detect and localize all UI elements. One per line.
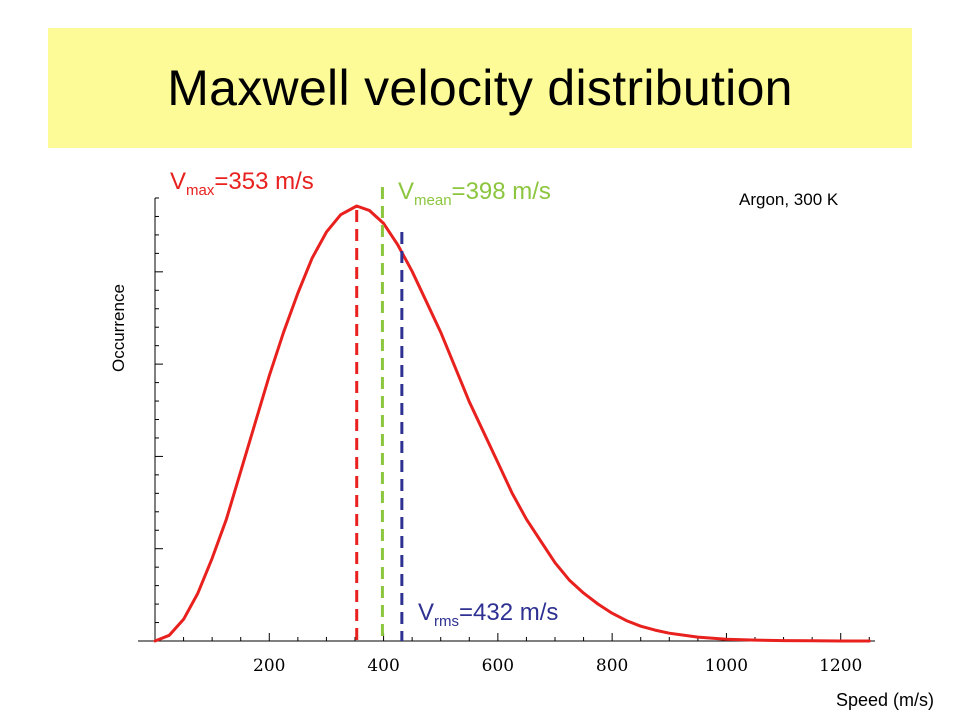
vmean-label-value: =398 m/s [451, 178, 551, 205]
title-band: Maxwell velocity distribution [48, 28, 912, 148]
vrms-label: Vrms=432 m/s [418, 599, 559, 630]
vmax-label-v: V [170, 168, 187, 195]
vmean-label-sub: mean [414, 192, 452, 209]
x-axis-label: Speed (m/s) [835, 690, 934, 710]
vmean-label-v: V [398, 178, 415, 205]
argon-annotation: Argon, 300 K [739, 190, 839, 209]
vrms-label-v: V [418, 599, 435, 626]
x-tick-label: 1200 [819, 656, 862, 676]
x-tick-label: 400 [367, 656, 399, 676]
vmax-label-value: =353 m/s [214, 168, 314, 195]
distribution-curve [153, 204, 871, 643]
y-axis-label: Occurrence [109, 284, 128, 372]
x-tick-label: 200 [253, 656, 285, 676]
vmax-label: Vmax=353 m/s [170, 168, 314, 199]
x-tick-label: 1000 [705, 656, 748, 676]
x-tick-label: 600 [482, 656, 514, 676]
vmean-label: Vmean=398 m/s [398, 178, 551, 209]
vrms-label-value: =432 m/s [459, 599, 559, 626]
x-tick-label: 800 [596, 656, 628, 676]
vmax-label-sub: max [186, 182, 215, 199]
page-title: Maxwell velocity distribution [167, 60, 793, 116]
vrms-label-sub: rms [434, 613, 460, 630]
